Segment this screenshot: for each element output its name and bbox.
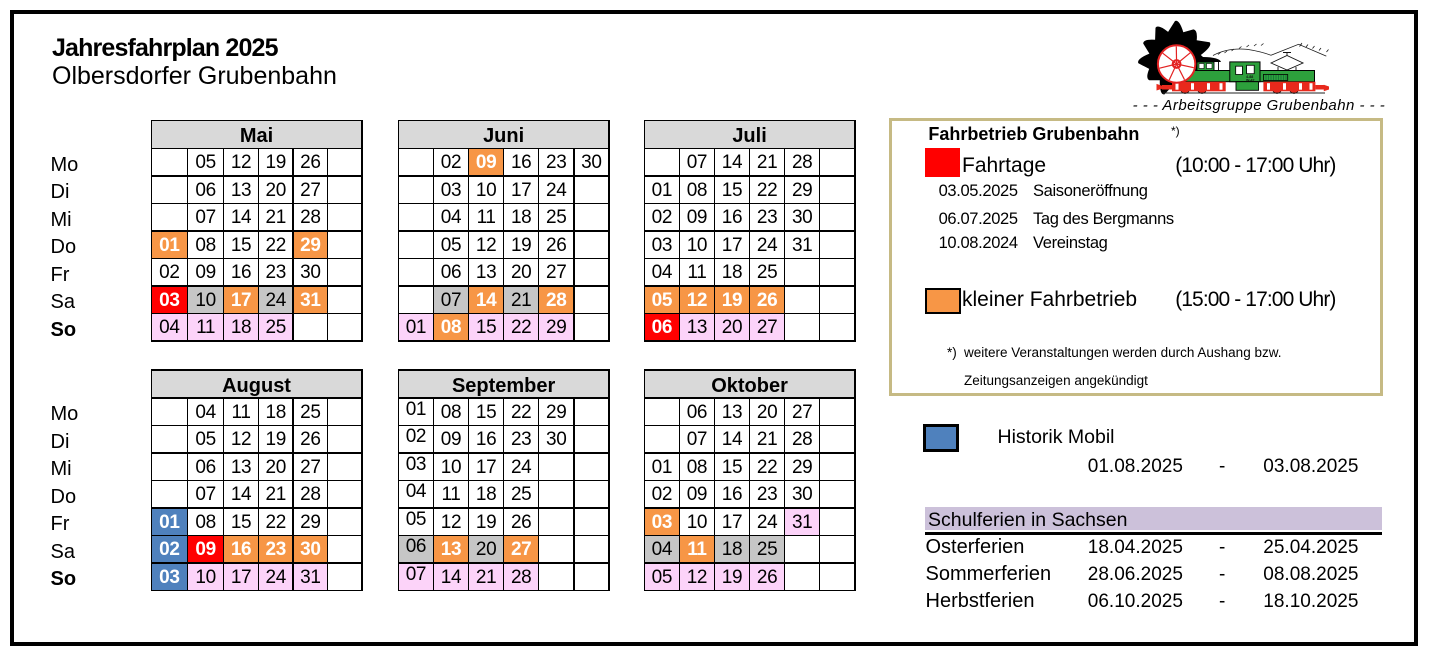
svg-text:W-42: W-42	[1246, 79, 1255, 83]
svg-text:4-88: 4-88	[1246, 75, 1253, 79]
